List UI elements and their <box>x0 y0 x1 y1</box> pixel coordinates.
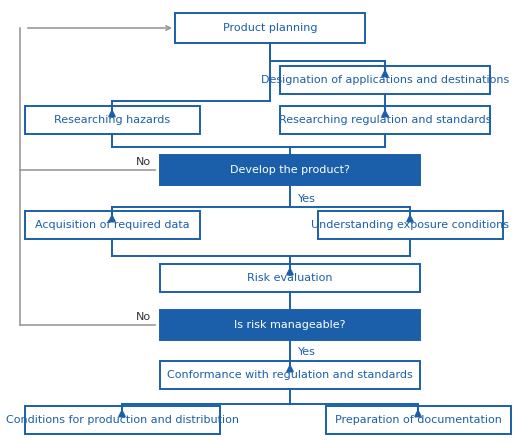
Text: Product planning: Product planning <box>223 23 317 33</box>
FancyBboxPatch shape <box>24 106 200 134</box>
FancyBboxPatch shape <box>326 406 511 434</box>
FancyBboxPatch shape <box>160 155 420 185</box>
Text: Researching regulation and standards: Researching regulation and standards <box>279 115 491 125</box>
Text: No: No <box>136 157 151 167</box>
Text: Designation of applications and destinations: Designation of applications and destinat… <box>261 75 509 85</box>
Text: Researching hazards: Researching hazards <box>54 115 170 125</box>
Text: Develop the product?: Develop the product? <box>230 165 350 175</box>
Text: Yes: Yes <box>298 194 316 204</box>
FancyBboxPatch shape <box>160 310 420 340</box>
Text: Acquisition of required data: Acquisition of required data <box>35 220 189 230</box>
FancyBboxPatch shape <box>160 361 420 389</box>
Text: Risk evaluation: Risk evaluation <box>247 273 333 283</box>
FancyBboxPatch shape <box>24 211 200 239</box>
Text: Conditions for production and distribution: Conditions for production and distributi… <box>6 415 239 425</box>
FancyBboxPatch shape <box>280 66 490 94</box>
FancyBboxPatch shape <box>175 13 365 43</box>
Text: Conformance with regulation and standards: Conformance with regulation and standard… <box>167 370 413 380</box>
Text: Preparation of documentation: Preparation of documentation <box>334 415 501 425</box>
Text: Understanding exposure conditions: Understanding exposure conditions <box>311 220 509 230</box>
Text: Yes: Yes <box>298 347 316 357</box>
FancyBboxPatch shape <box>280 106 490 134</box>
Text: No: No <box>136 312 151 322</box>
FancyBboxPatch shape <box>24 406 219 434</box>
FancyBboxPatch shape <box>160 264 420 292</box>
FancyBboxPatch shape <box>318 211 502 239</box>
Text: Is risk manageable?: Is risk manageable? <box>234 320 346 330</box>
